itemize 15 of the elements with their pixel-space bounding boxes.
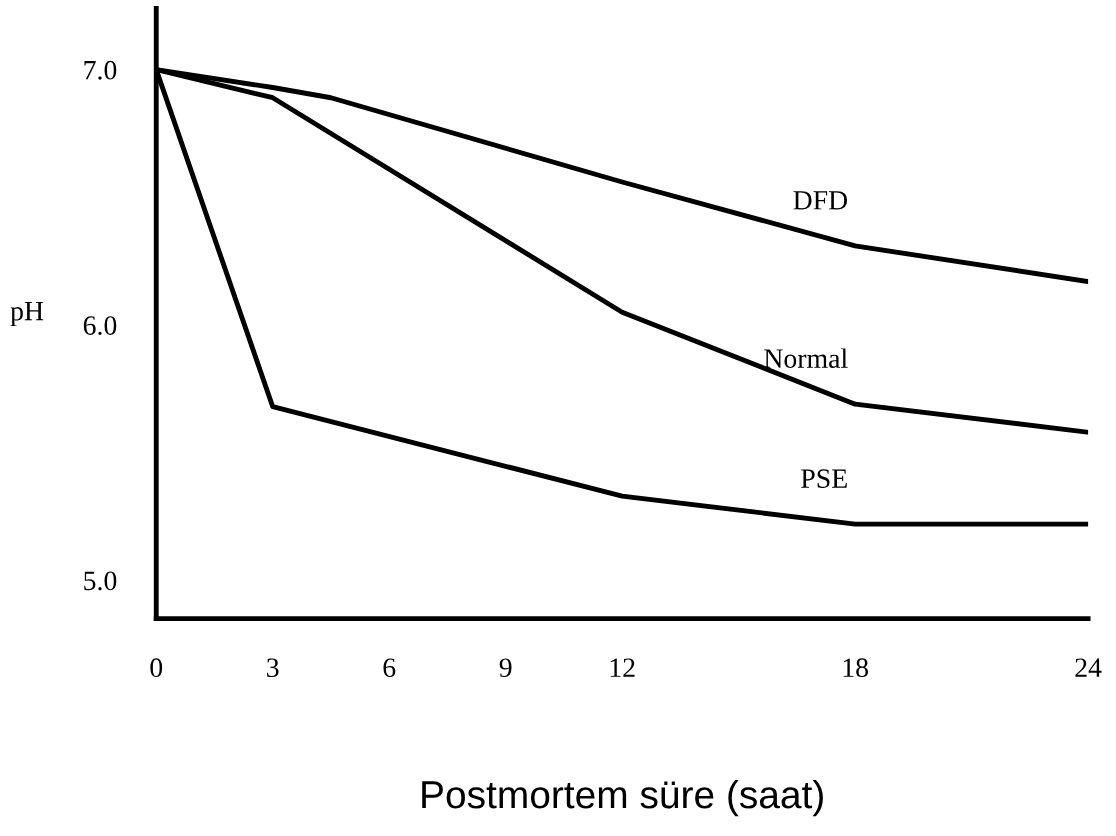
x-tick-label: 0 [150, 658, 163, 678]
series-label: PSE [801, 469, 847, 488]
series-label: DFD [793, 191, 848, 210]
y-axis-title: pH [10, 301, 44, 327]
x-tick-label: 6 [383, 658, 396, 678]
x-tick-label: 3 [267, 658, 279, 678]
x-axis-title: Postmortem süre (saat) [422, 779, 823, 817]
x-tick-label: 24 [1075, 658, 1102, 677]
y-tick-label: 5.0 [84, 571, 117, 591]
series-label: Normal [764, 348, 848, 368]
x-tick-label: 12 [610, 658, 635, 677]
y-tick-label: 6.0 [83, 316, 117, 336]
y-tick-label: 7.0 [84, 60, 117, 80]
x-tick-label: 18 [843, 658, 868, 678]
x-tick-label: 9 [499, 658, 512, 678]
